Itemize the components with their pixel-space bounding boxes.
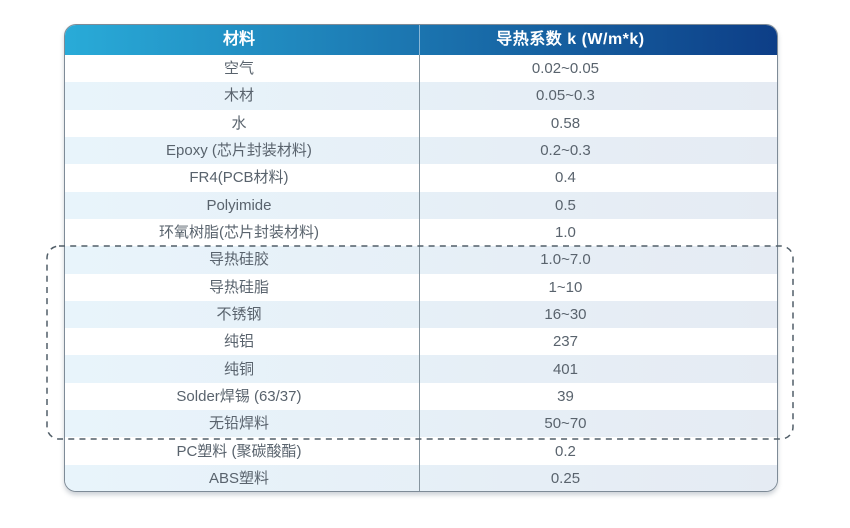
table-row: 环氧树脂(芯片封装材料) 1.0 bbox=[65, 218, 777, 247]
table-row: 水 0.58 bbox=[65, 109, 777, 137]
material-cell: 无铅焊料 bbox=[65, 410, 420, 438]
table-card: 材料 导热系数 k (W/m*k) 空气 0.02~0.05 木材 0.05~0… bbox=[64, 24, 778, 492]
table-row: PC塑料 (聚碳酸酯) 0.2 bbox=[65, 437, 777, 465]
value-cell: 39 bbox=[557, 387, 574, 405]
value-cell: 50~70 bbox=[544, 415, 587, 433]
material-cell: 木材 bbox=[65, 82, 420, 110]
material-cell: 导热硅脂 bbox=[65, 273, 420, 301]
material-cell: Epoxy (芯片封装材料) bbox=[65, 136, 420, 165]
table-row: 纯铜 401 bbox=[65, 355, 777, 383]
value-cell: 0.25 bbox=[550, 469, 581, 487]
material-cell: 导热硅胶 bbox=[65, 246, 420, 274]
value-cell: 0.4 bbox=[555, 169, 576, 187]
table-row: Epoxy (芯片封装材料) 0.2~0.3 bbox=[65, 136, 777, 165]
value-cell: 237 bbox=[552, 333, 578, 351]
material-cell: 空气 bbox=[65, 55, 420, 83]
material-cell: Polyimide bbox=[65, 191, 420, 219]
material-cell: 水 bbox=[65, 109, 420, 137]
value-cell: 0.58 bbox=[550, 114, 581, 132]
table-row: 不锈钢 16~30 bbox=[65, 300, 777, 329]
material-cell: FR4(PCB材料) bbox=[65, 164, 420, 192]
value-cell: 0.2~0.3 bbox=[540, 142, 591, 160]
table-header-row: 材料 导热系数 k (W/m*k) bbox=[65, 25, 777, 55]
material-cell: 不锈钢 bbox=[65, 300, 420, 329]
value-cell: 0.02~0.05 bbox=[531, 60, 600, 78]
table-row: 纯铝 237 bbox=[65, 328, 777, 356]
value-cell: 1.0~7.0 bbox=[540, 251, 591, 269]
material-cell: PC塑料 (聚碳酸酯) bbox=[65, 437, 420, 465]
material-cell: 环氧树脂(芯片封装材料) bbox=[65, 218, 420, 247]
column-header-material: 材料 bbox=[65, 25, 420, 55]
column-header-conductivity: 导热系数 k (W/m*k) bbox=[496, 31, 645, 48]
material-cell: ABS塑料 bbox=[65, 464, 420, 491]
value-cell: 0.05~0.3 bbox=[536, 87, 595, 105]
value-cell: 0.5 bbox=[555, 196, 576, 214]
table-body: 空气 0.02~0.05 木材 0.05~0.3 水 0.58 Epoxy (芯… bbox=[65, 55, 777, 491]
table-row: 导热硅脂 1~10 bbox=[65, 273, 777, 301]
table-row: Polyimide 0.5 bbox=[65, 191, 777, 219]
material-cell: 纯铝 bbox=[65, 328, 420, 356]
table-row: 木材 0.05~0.3 bbox=[65, 82, 777, 110]
material-cell: Solder焊锡 (63/37) bbox=[65, 382, 420, 411]
table-row: 空气 0.02~0.05 bbox=[65, 55, 777, 83]
table-row: Solder焊锡 (63/37) 39 bbox=[65, 382, 777, 411]
table-row: FR4(PCB材料) 0.4 bbox=[65, 164, 777, 192]
value-cell: 0.2 bbox=[555, 442, 576, 460]
table-row: 无铅焊料 50~70 bbox=[65, 410, 777, 438]
table-row: ABS塑料 0.25 bbox=[65, 464, 777, 491]
material-cell: 纯铜 bbox=[65, 355, 420, 383]
value-cell: 1.0 bbox=[555, 224, 576, 242]
table-row: 导热硅胶 1.0~7.0 bbox=[65, 246, 777, 274]
value-cell: 401 bbox=[552, 360, 578, 378]
value-cell: 1~10 bbox=[548, 278, 583, 296]
value-cell: 16~30 bbox=[544, 305, 587, 323]
